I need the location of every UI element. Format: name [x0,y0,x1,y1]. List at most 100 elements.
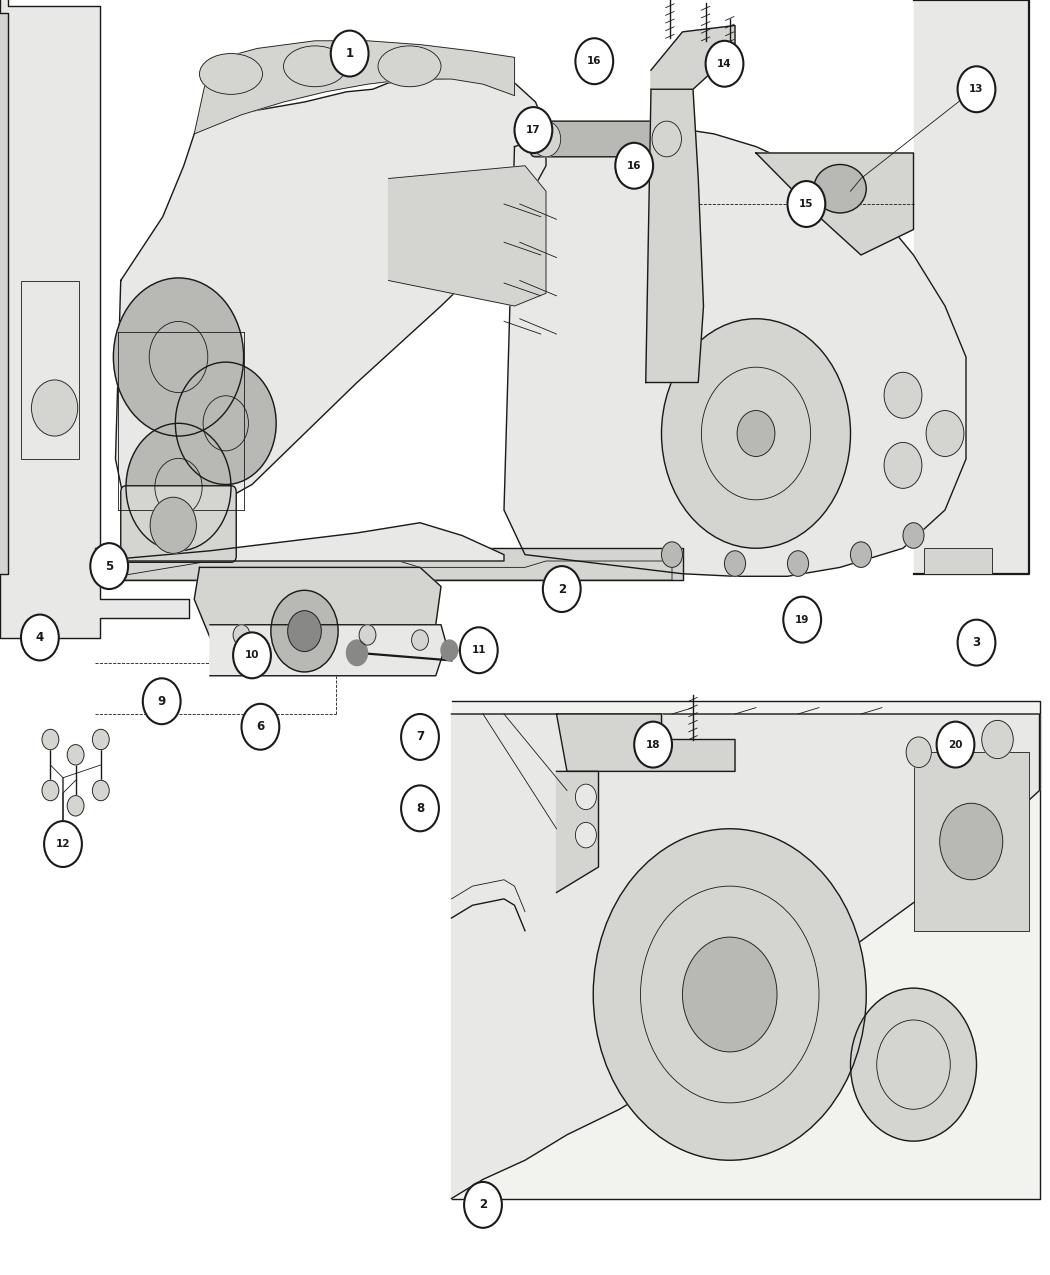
Circle shape [150,497,196,553]
Text: 18: 18 [646,740,660,750]
Text: 16: 16 [587,56,602,66]
Text: 1: 1 [345,47,354,60]
Ellipse shape [378,46,441,87]
Text: 16: 16 [627,161,642,171]
Circle shape [143,678,181,724]
Circle shape [67,745,84,765]
Circle shape [543,566,581,612]
Circle shape [850,988,976,1141]
Circle shape [92,729,109,750]
Circle shape [940,803,1003,880]
Text: 10: 10 [245,650,259,660]
Polygon shape [94,523,504,561]
Circle shape [90,543,128,589]
Circle shape [233,625,250,645]
Polygon shape [94,561,672,580]
Text: 7: 7 [416,731,424,743]
Circle shape [926,411,964,456]
Ellipse shape [814,164,866,213]
Polygon shape [646,89,704,382]
Circle shape [903,523,924,548]
Circle shape [575,38,613,84]
Circle shape [412,630,428,650]
Polygon shape [0,13,8,574]
Circle shape [32,380,78,436]
Text: 15: 15 [799,199,814,209]
Circle shape [682,937,777,1052]
Circle shape [401,785,439,831]
Circle shape [21,615,59,660]
Text: 3: 3 [972,636,981,649]
Polygon shape [452,701,1040,1198]
Ellipse shape [284,46,346,87]
Polygon shape [756,153,914,255]
Polygon shape [651,26,735,89]
Circle shape [615,143,653,189]
FancyBboxPatch shape [530,121,677,157]
Circle shape [788,181,825,227]
Circle shape [634,722,672,768]
Circle shape [982,720,1013,759]
Circle shape [662,319,850,548]
Text: 19: 19 [795,615,810,625]
FancyBboxPatch shape [21,280,79,459]
Text: 20: 20 [948,740,963,750]
Polygon shape [388,166,546,306]
Circle shape [937,722,974,768]
Circle shape [575,822,596,848]
Circle shape [126,423,231,551]
Polygon shape [914,0,1029,574]
Circle shape [531,121,561,157]
Text: 14: 14 [717,59,732,69]
Text: 5: 5 [105,560,113,572]
Circle shape [44,821,82,867]
Text: 6: 6 [256,720,265,733]
Circle shape [242,704,279,750]
Circle shape [906,737,931,768]
Text: 11: 11 [471,645,486,655]
Text: 9: 9 [158,695,166,708]
Circle shape [331,31,369,76]
Text: 12: 12 [56,839,70,849]
Circle shape [401,714,439,760]
Circle shape [737,411,775,456]
Circle shape [42,780,59,801]
Polygon shape [94,548,682,580]
Circle shape [958,66,995,112]
Polygon shape [452,714,1040,1198]
Circle shape [706,41,743,87]
Polygon shape [556,714,735,771]
Circle shape [850,542,871,567]
Circle shape [652,121,681,157]
Polygon shape [0,0,189,638]
Circle shape [113,278,244,436]
Circle shape [92,780,109,801]
Circle shape [783,597,821,643]
FancyBboxPatch shape [121,486,236,562]
Polygon shape [194,41,514,134]
Polygon shape [116,76,546,536]
Polygon shape [504,128,966,576]
Circle shape [514,107,552,153]
Circle shape [441,640,458,660]
Polygon shape [210,625,446,676]
Circle shape [42,729,59,750]
FancyBboxPatch shape [914,752,1029,931]
Circle shape [175,362,276,484]
Circle shape [67,796,84,816]
Circle shape [346,640,367,666]
Circle shape [958,620,995,666]
Text: 17: 17 [526,125,541,135]
Circle shape [233,632,271,678]
Circle shape [788,551,808,576]
Circle shape [724,551,746,576]
Circle shape [575,784,596,810]
Text: 2: 2 [479,1198,487,1211]
Circle shape [662,542,682,567]
Text: 4: 4 [36,631,44,644]
Circle shape [884,442,922,488]
Circle shape [359,625,376,645]
Circle shape [464,1182,502,1228]
Circle shape [884,372,922,418]
Circle shape [271,590,338,672]
